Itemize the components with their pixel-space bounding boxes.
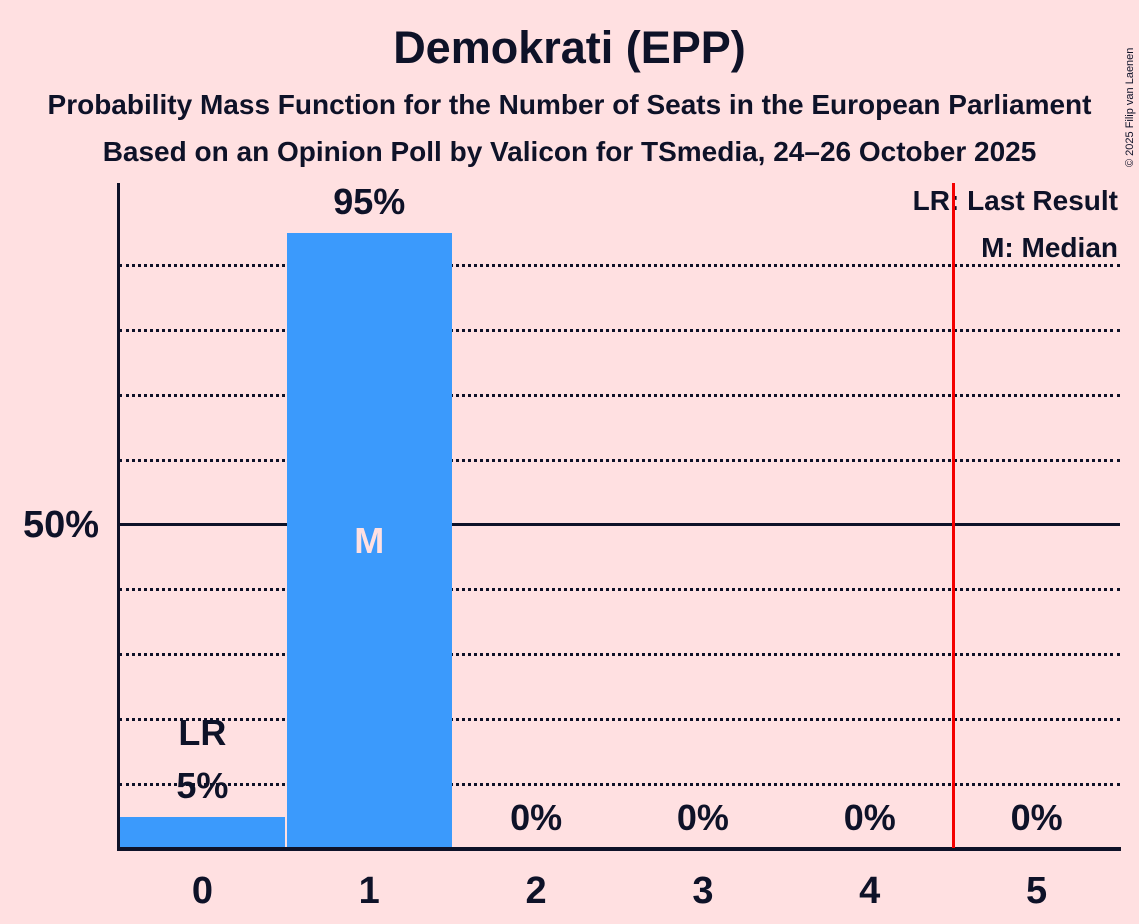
x-tick-label-2: 2 [525, 870, 547, 912]
plot-area [119, 183, 1120, 849]
bar-value-label-seat-2: 0% [510, 797, 563, 838]
gridline-70pct [119, 393, 1120, 397]
x-tick-label-5: 5 [1026, 870, 1048, 912]
x-tick-label-1: 1 [358, 870, 380, 912]
chart-subtitle-line2: Based on an Opinion Poll by Valicon for … [102, 136, 1037, 167]
x-tick-label-0: 0 [191, 870, 213, 912]
bar-seat-0 [120, 816, 285, 849]
gridline-20pct [119, 717, 1120, 721]
y-axis-tick-label-50: 50% [22, 504, 99, 546]
last-result-red-line [951, 183, 955, 848]
median-annotation: M [354, 520, 385, 562]
bar-value-label-seat-5: 0% [1010, 797, 1063, 838]
bar-value-label-seat-1: 95% [333, 181, 406, 223]
x-tick-label-4: 4 [859, 870, 881, 912]
y-axis-line [117, 183, 120, 849]
legend-last-result: LR: Last Result [912, 185, 1118, 216]
chart-subtitle-line1: Probability Mass Function for the Number… [47, 89, 1092, 120]
legend-median: M: Median [981, 232, 1118, 263]
gridline-10pct [119, 782, 1120, 786]
gridline-50pct [119, 523, 1120, 527]
chart-title: Demokrati (EPP) [393, 22, 746, 73]
gridline-90pct [119, 264, 1120, 268]
gridline-30pct [119, 653, 1120, 657]
bar-seat-1 [286, 233, 452, 849]
gridline-80pct [119, 329, 1120, 333]
bar-value-label-seat-4: 0% [843, 797, 896, 838]
x-axis-line [117, 847, 1121, 851]
gridline-40pct [119, 588, 1120, 592]
gridline-60pct [119, 458, 1120, 462]
bar-value-label-seat-3: 0% [676, 797, 729, 838]
copyright-notice: © 2025 Filip van Laenen [1124, 47, 1136, 167]
last-result-annotation: LR [178, 711, 227, 753]
bar-value-label-seat-0: 5% [176, 764, 229, 806]
x-tick-label-3: 3 [692, 870, 714, 912]
